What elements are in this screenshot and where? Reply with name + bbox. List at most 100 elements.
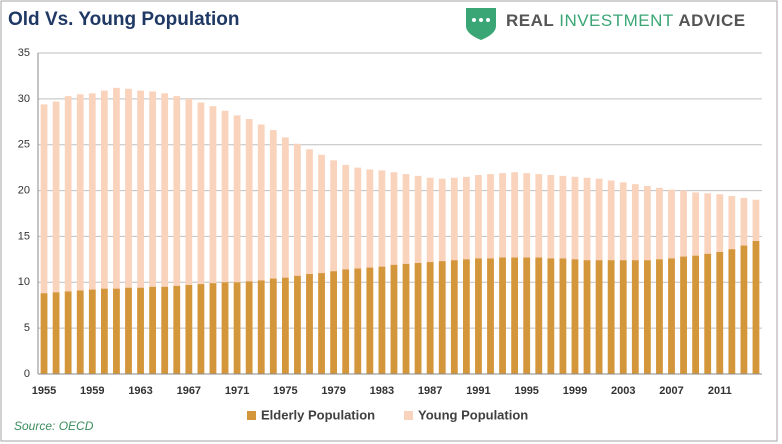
bar <box>269 278 277 374</box>
bar <box>294 275 301 374</box>
bar <box>523 257 531 374</box>
bar <box>535 257 543 374</box>
bar <box>137 90 144 375</box>
y-tick-label: 10 <box>18 276 30 288</box>
bar <box>88 289 96 374</box>
logo-shield <box>466 8 496 40</box>
bar <box>173 285 181 374</box>
logo-dot <box>479 18 483 22</box>
bar <box>752 241 760 374</box>
bar <box>414 263 422 374</box>
bar <box>330 271 338 374</box>
bar <box>161 286 169 374</box>
bar <box>209 283 217 374</box>
logo-dot <box>472 18 476 22</box>
bar <box>583 260 591 374</box>
bar <box>269 130 277 374</box>
y-tick-label: 20 <box>18 184 30 196</box>
bar <box>390 264 398 374</box>
legend-swatch <box>247 411 256 420</box>
bar <box>64 96 72 374</box>
bar <box>245 119 253 374</box>
bar <box>318 273 325 374</box>
x-tick-label: 1991 <box>466 385 490 397</box>
bar <box>245 281 253 374</box>
source: Source: OECD <box>14 419 94 433</box>
bar <box>475 258 482 374</box>
bar <box>257 124 265 374</box>
bar <box>354 268 362 374</box>
x-tick-label: 1987 <box>418 385 442 397</box>
brand-word: ADVICE <box>678 11 745 30</box>
bar <box>450 260 458 374</box>
bar <box>294 143 301 374</box>
legend-label: Elderly Population <box>261 407 375 422</box>
y-tick-label: 15 <box>18 230 30 242</box>
bar <box>692 255 700 374</box>
svg-text:REAL INVESTMENT ADVICE: REAL INVESTMENT ADVICE <box>506 11 746 30</box>
x-tick-label: 2011 <box>708 385 732 397</box>
x-tick-label: 1995 <box>514 385 538 397</box>
bar <box>487 258 494 374</box>
x-tick-label: 1983 <box>370 385 394 397</box>
bar <box>209 106 217 375</box>
bar <box>306 274 313 374</box>
bar <box>197 102 205 375</box>
bar <box>125 88 132 375</box>
bar <box>233 115 241 374</box>
bar <box>197 284 205 374</box>
logo-dot <box>486 18 490 22</box>
bar <box>221 282 229 374</box>
bar <box>740 245 748 374</box>
y-tick-label: 0 <box>24 368 30 380</box>
bar <box>306 149 313 374</box>
x-tick-label: 1979 <box>321 385 345 397</box>
bar <box>704 253 712 374</box>
bar <box>378 266 386 374</box>
bar <box>185 285 193 374</box>
bar <box>366 267 374 374</box>
x-tick-label: 1975 <box>273 385 297 397</box>
bar <box>499 257 506 374</box>
bar <box>257 280 265 374</box>
bar <box>137 287 144 374</box>
x-tick-label: 1963 <box>128 385 152 397</box>
bar <box>318 154 325 374</box>
x-tick-label: 1959 <box>80 385 104 397</box>
bar <box>668 258 675 374</box>
bar <box>64 291 72 374</box>
logo: REAL INVESTMENT ADVICE <box>466 8 746 40</box>
bar <box>149 91 157 375</box>
bar <box>40 104 48 375</box>
bar <box>76 290 84 374</box>
x-tick-label: 1955 <box>32 385 56 397</box>
bar <box>619 260 627 374</box>
bar <box>716 252 724 374</box>
bar <box>330 160 338 374</box>
legend-label: Young Population <box>418 407 528 422</box>
bar <box>125 287 132 374</box>
bar <box>88 93 96 375</box>
x-tick-label: 1967 <box>177 385 201 397</box>
bar <box>113 87 120 374</box>
bar <box>559 258 567 374</box>
bar <box>595 260 603 374</box>
bar <box>571 259 579 374</box>
bar <box>547 258 555 374</box>
bar <box>631 260 639 374</box>
bar <box>100 90 108 375</box>
bar <box>149 286 157 374</box>
bar <box>281 277 289 374</box>
bar <box>462 259 470 374</box>
legend-swatch <box>404 411 413 420</box>
bar <box>52 101 60 374</box>
bar <box>233 282 241 374</box>
bar <box>728 249 736 374</box>
x-tick-label: 2003 <box>611 385 635 397</box>
bar <box>680 256 687 374</box>
brand-word: REAL <box>506 11 554 30</box>
bar <box>342 269 350 374</box>
y-tick-label: 35 <box>18 47 30 59</box>
x-tick-label: 1971 <box>225 385 249 397</box>
